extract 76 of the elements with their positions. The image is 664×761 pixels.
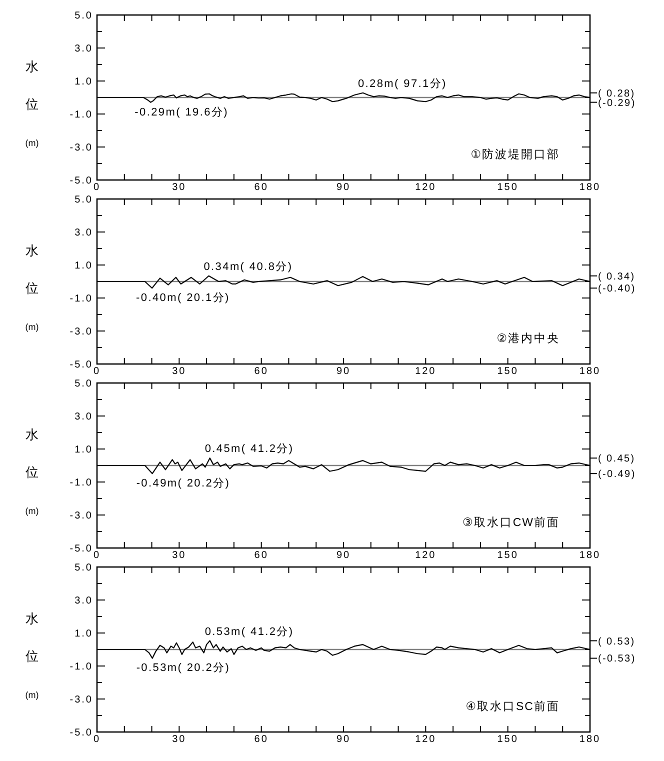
x-tick-label: 90 (336, 182, 351, 193)
x-tick-label: 60 (254, 182, 268, 193)
text: 水位(m) (25, 59, 39, 148)
x-tick-label: 120 (415, 734, 436, 745)
x-tick-label: 0 (93, 366, 101, 377)
y-tick-label: 3.0 (74, 228, 93, 238)
y2-tick-label: ( 0.28) (598, 88, 636, 100)
y-tick-label: -3.0 (70, 142, 93, 154)
x-tick-label: 60 (254, 366, 268, 377)
y2-tick-label: (-0.49) (598, 469, 636, 480)
text: ③取水口CW前面 (462, 516, 560, 529)
y-tick-label: 3.0 (74, 412, 93, 422)
x-tick-label: 180 (579, 366, 601, 377)
y2-tick-label: ( 0.45) (598, 454, 636, 465)
y-tick-label: 3.0 (74, 44, 93, 54)
y-tick-label: 3.0 (74, 596, 93, 606)
x-tick-label: 60 (254, 734, 268, 745)
y-tick-label: -1.0 (70, 110, 93, 120)
x-tick-label: 120 (415, 550, 436, 561)
text: 水位(m) (25, 611, 39, 700)
x-tick-label: 0 (93, 182, 101, 193)
text: 水位(m) (25, 243, 39, 332)
x-tick-label: 0 (93, 734, 101, 745)
text: ④取水口SC前面 (466, 700, 560, 713)
y2-tick-label: (-0.53) (598, 654, 636, 665)
x-tick-label: 150 (497, 366, 518, 377)
annotation: 0.28m( 97.1分) (358, 78, 447, 90)
annotation: 0.34m( 40.8分) (204, 260, 293, 273)
x-tick-label: 120 (415, 366, 436, 377)
annotation: -0.29m( 19.6分) (134, 106, 229, 118)
y-tick-label: -5.0 (70, 728, 93, 738)
y-tick-label: 1.0 (74, 260, 93, 272)
y-tick-label: -5.0 (70, 360, 93, 370)
y-tick-label: -3.0 (70, 694, 93, 706)
y-tick-label: -1.0 (70, 478, 93, 488)
y-tick-label: -1.0 (70, 294, 93, 304)
x-tick-label: 150 (497, 734, 518, 745)
x-tick-label: 150 (497, 182, 518, 193)
y-tick-label: 5.0 (74, 10, 93, 22)
x-tick-label: 120 (415, 182, 436, 193)
y-tick-label: -3.0 (70, 326, 93, 338)
x-tick-label: 30 (172, 550, 186, 561)
y-tick-label: 5.0 (74, 562, 93, 574)
y-tick-label: 5.0 (74, 194, 93, 206)
annotation: -0.40m( 20.1分) (136, 292, 230, 304)
annotation: -0.53m( 20.2分) (136, 662, 230, 674)
y2-tick-label: (-0.29) (598, 98, 636, 109)
x-tick-label: 30 (172, 734, 186, 745)
y-tick-label: 1.0 (74, 628, 93, 640)
annotation: -0.49m( 20.2分) (136, 478, 230, 490)
x-tick-label: 180 (579, 182, 601, 193)
y-tick-label: -1.0 (70, 662, 93, 672)
annotation: 0.53m( 41.2分) (204, 626, 294, 638)
y-tick-label: -5.0 (70, 544, 93, 554)
x-tick-label: 150 (497, 550, 518, 561)
x-tick-label: 180 (579, 550, 601, 561)
x-tick-label: 60 (254, 550, 268, 561)
y2-tick-label: ( 0.53) (598, 636, 636, 648)
text: ②港内中央 (496, 332, 560, 345)
y-tick-label: -3.0 (70, 510, 93, 522)
annotation: 0.45m( 41.2分) (204, 443, 294, 456)
y-tick-label: 5.0 (74, 378, 93, 390)
x-tick-label: 180 (579, 734, 601, 745)
text: 水位(m) (25, 427, 39, 516)
x-tick-label: 30 (172, 182, 186, 193)
x-tick-label: 30 (172, 366, 186, 377)
x-tick-label: 90 (336, 734, 351, 745)
y-tick-label: -5.0 (70, 176, 93, 186)
x-tick-label: 90 (336, 366, 351, 377)
text: ①防波堤開口部 (470, 147, 560, 161)
y-tick-label: 1.0 (74, 76, 93, 88)
x-tick-label: 0 (93, 550, 101, 561)
y2-tick-label: (-0.40) (598, 284, 636, 295)
x-tick-label: 90 (336, 550, 351, 561)
y-tick-label: 1.0 (74, 444, 93, 456)
y2-tick-label: ( 0.34) (598, 271, 636, 282)
